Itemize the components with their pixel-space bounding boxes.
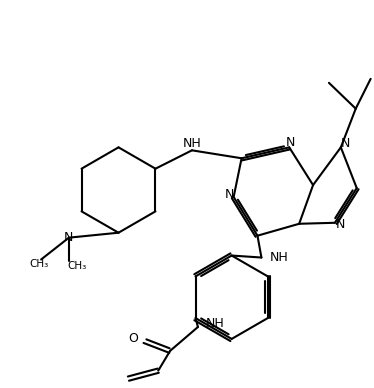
Text: O: O [129,333,138,345]
Text: N: N [336,218,346,231]
Text: N: N [285,136,295,149]
Text: CH₃: CH₃ [67,262,86,272]
Text: N: N [64,231,74,244]
Text: NH: NH [269,251,288,264]
Text: N: N [341,137,350,150]
Text: N: N [225,189,234,201]
Text: NH: NH [183,137,201,150]
Text: NH: NH [206,317,225,329]
Text: CH₃: CH₃ [30,260,49,270]
